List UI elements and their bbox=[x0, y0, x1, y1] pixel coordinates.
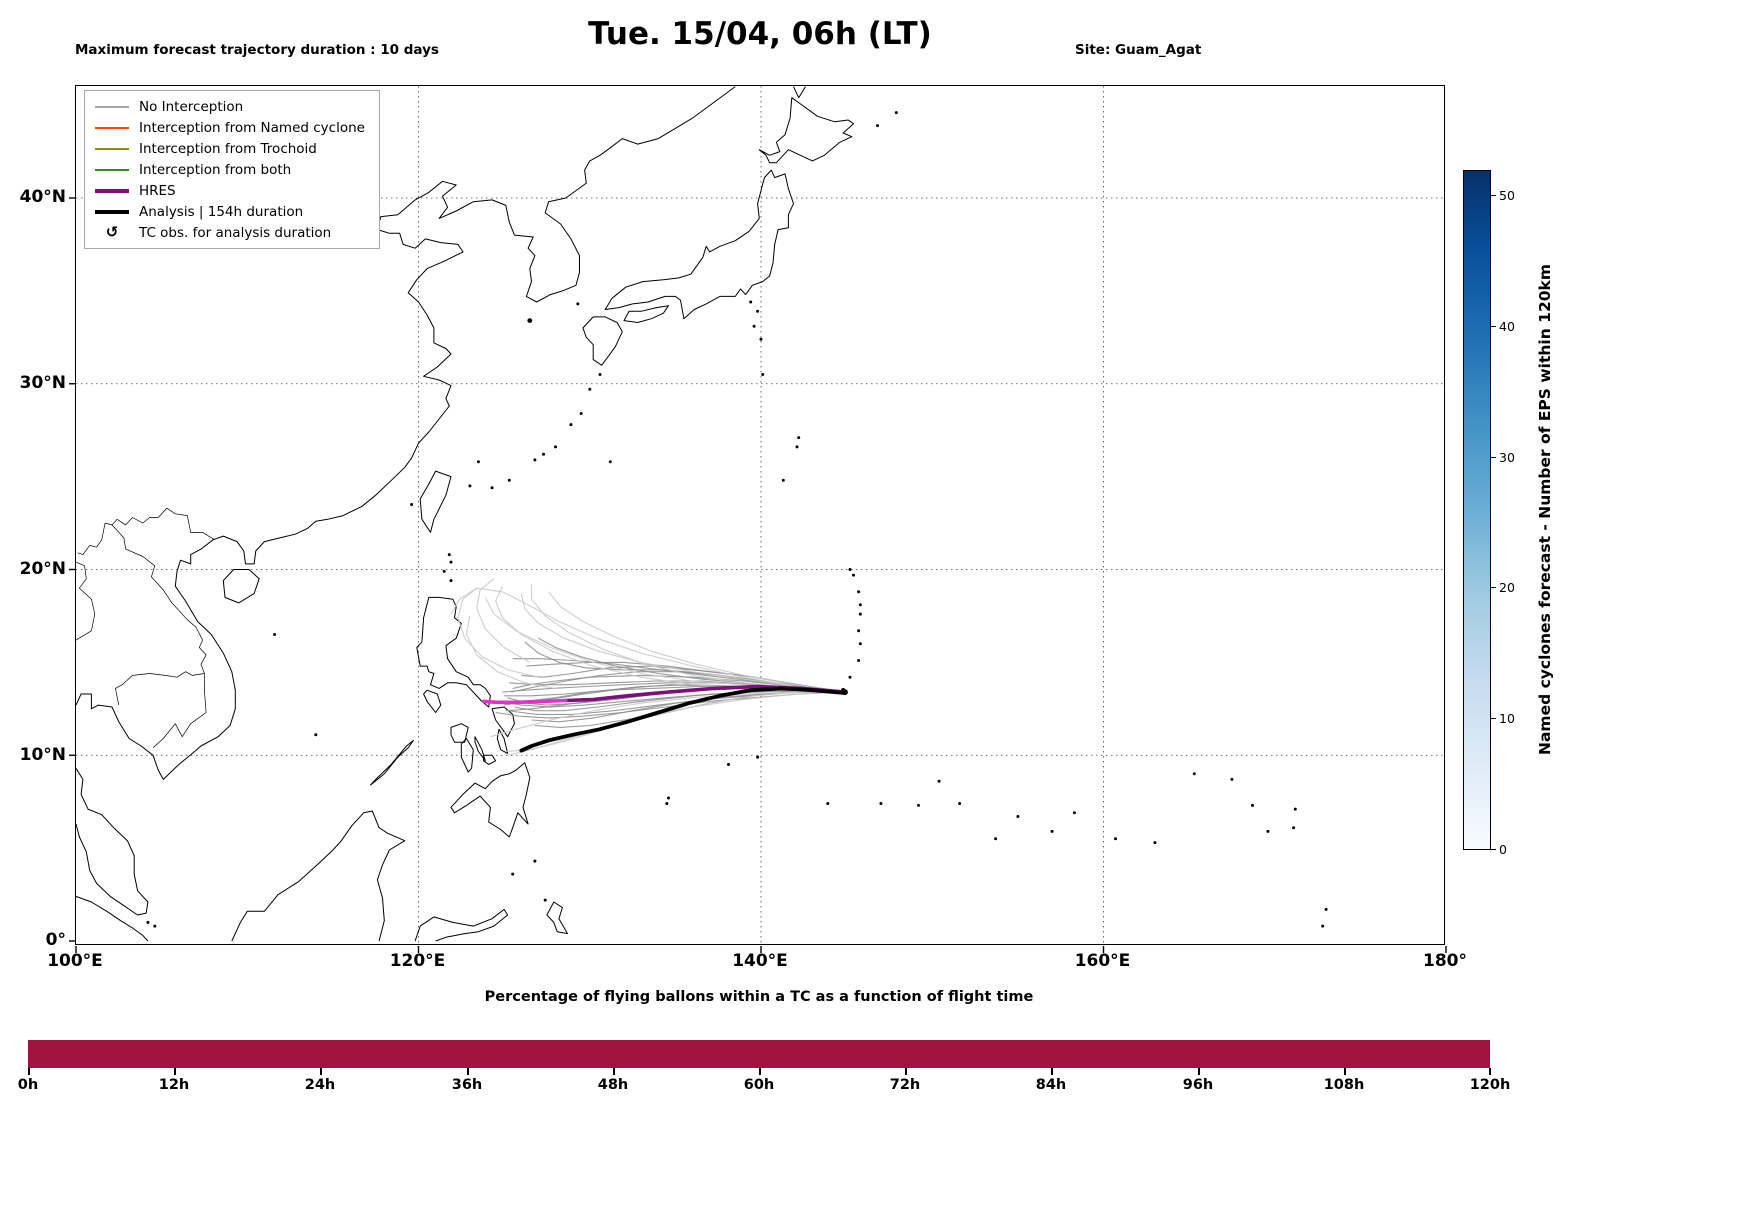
bottom-tick bbox=[759, 1068, 761, 1075]
legend-item-no-interception: No Interception bbox=[95, 98, 365, 115]
bottom-tick-label: 48h bbox=[597, 1077, 629, 1093]
map-plot: No Interception Interception from Named … bbox=[69, 85, 1447, 953]
bottom-tick-label: 60h bbox=[743, 1077, 775, 1093]
legend-item-label: Analysis | 154h duration bbox=[139, 203, 304, 220]
flight-time-bar bbox=[28, 1040, 1490, 1068]
map-canvas bbox=[69, 86, 1447, 953]
tc-obs-icon: ↺ bbox=[105, 223, 119, 241]
info-line: Maximum forecast trajectory duration : 1… bbox=[75, 42, 439, 58]
x-tick-label: 160°E bbox=[1074, 951, 1131, 971]
y-tick-label: 0° bbox=[45, 930, 66, 950]
legend-item-label: Interception from Trochoid bbox=[139, 140, 317, 157]
colorbar-tick bbox=[1491, 457, 1496, 459]
y-tick-label: 20°N bbox=[19, 559, 66, 579]
y-tick-label: 40°N bbox=[19, 187, 66, 207]
legend-line-sample bbox=[95, 188, 129, 193]
bottom-tick-label: 84h bbox=[1035, 1077, 1067, 1093]
colorbar-tick bbox=[1491, 195, 1496, 197]
legend-item-label: TC obs. for analysis duration bbox=[139, 224, 332, 241]
bottom-tick-label: 120h bbox=[1469, 1077, 1511, 1093]
legend-item-label: No Interception bbox=[139, 98, 244, 115]
bottom-tick-label: 0h bbox=[17, 1077, 39, 1093]
bottom-tick bbox=[1051, 1068, 1053, 1075]
legend-line-sample bbox=[95, 126, 129, 129]
legend-item-named-cyclone: Interception from Named cyclone bbox=[95, 119, 365, 136]
bottom-chart-title: Percentage of flying ballons within a TC… bbox=[484, 989, 1034, 1005]
legend-item-label: Interception from both bbox=[139, 161, 292, 178]
colorbar-label: Named cyclones forecast - Number of EPS … bbox=[1536, 264, 1554, 756]
bottom-tick bbox=[1489, 1068, 1491, 1075]
bottom-tick-label: 24h bbox=[304, 1077, 336, 1093]
colorbar-tick-label: 30 bbox=[1499, 450, 1515, 465]
x-tick-label: 180° bbox=[1423, 951, 1467, 971]
colorbar-tick-label: 0 bbox=[1499, 842, 1507, 857]
legend-line-sample bbox=[95, 209, 129, 214]
legend: No Interception Interception from Named … bbox=[84, 90, 380, 249]
legend-item-label: Interception from Named cyclone bbox=[139, 119, 365, 136]
legend-line-sample bbox=[95, 105, 129, 108]
colorbar-tick bbox=[1491, 718, 1496, 720]
colorbar-tick bbox=[1491, 326, 1496, 328]
info-line: Site: Guam_Agat bbox=[1075, 42, 1202, 58]
colorbar-gradient bbox=[1463, 170, 1491, 850]
legend-item-analysis: Analysis | 154h duration bbox=[95, 203, 365, 220]
colorbar-tick bbox=[1491, 587, 1496, 589]
bottom-tick bbox=[174, 1068, 176, 1075]
x-tick-label: 140°E bbox=[732, 951, 788, 971]
bottom-tick-label: 12h bbox=[158, 1077, 190, 1093]
bottom-tick-label: 108h bbox=[1323, 1077, 1365, 1093]
y-tick-label: 10°N bbox=[19, 745, 66, 765]
colorbar-tick-label: 40 bbox=[1499, 319, 1515, 334]
bottom-tick-label: 96h bbox=[1182, 1077, 1214, 1093]
bottom-tick bbox=[467, 1068, 469, 1075]
legend-item-both: Interception from both bbox=[95, 161, 365, 178]
bottom-tick bbox=[905, 1068, 907, 1075]
legend-item-trochoid: Interception from Trochoid bbox=[95, 140, 365, 157]
bottom-tick bbox=[1198, 1068, 1200, 1075]
chart-title: Tue. 15/04, 06h (LT) bbox=[588, 16, 932, 52]
colorbar-tick bbox=[1491, 849, 1496, 851]
colorbar-tick-label: 50 bbox=[1499, 188, 1515, 203]
bottom-tick bbox=[320, 1068, 322, 1075]
bottom-tick-label: 72h bbox=[889, 1077, 921, 1093]
bottom-tick bbox=[613, 1068, 615, 1075]
legend-item-hres: HRES bbox=[95, 182, 365, 199]
bottom-tick bbox=[28, 1068, 30, 1075]
bottom-tick bbox=[1344, 1068, 1346, 1075]
legend-item-tc-obs: ↺ TC obs. for analysis duration bbox=[95, 224, 365, 241]
x-tick-label: 120°E bbox=[389, 951, 446, 971]
legend-line-sample bbox=[95, 168, 129, 171]
legend-item-label: HRES bbox=[139, 182, 176, 199]
x-tick-label: 100°E bbox=[47, 951, 103, 971]
bottom-tick-label: 36h bbox=[451, 1077, 483, 1093]
colorbar-tick-label: 20 bbox=[1499, 580, 1515, 595]
colorbar-tick-label: 10 bbox=[1499, 711, 1515, 726]
legend-line-sample bbox=[95, 147, 129, 150]
y-tick-label: 30°N bbox=[19, 373, 66, 393]
